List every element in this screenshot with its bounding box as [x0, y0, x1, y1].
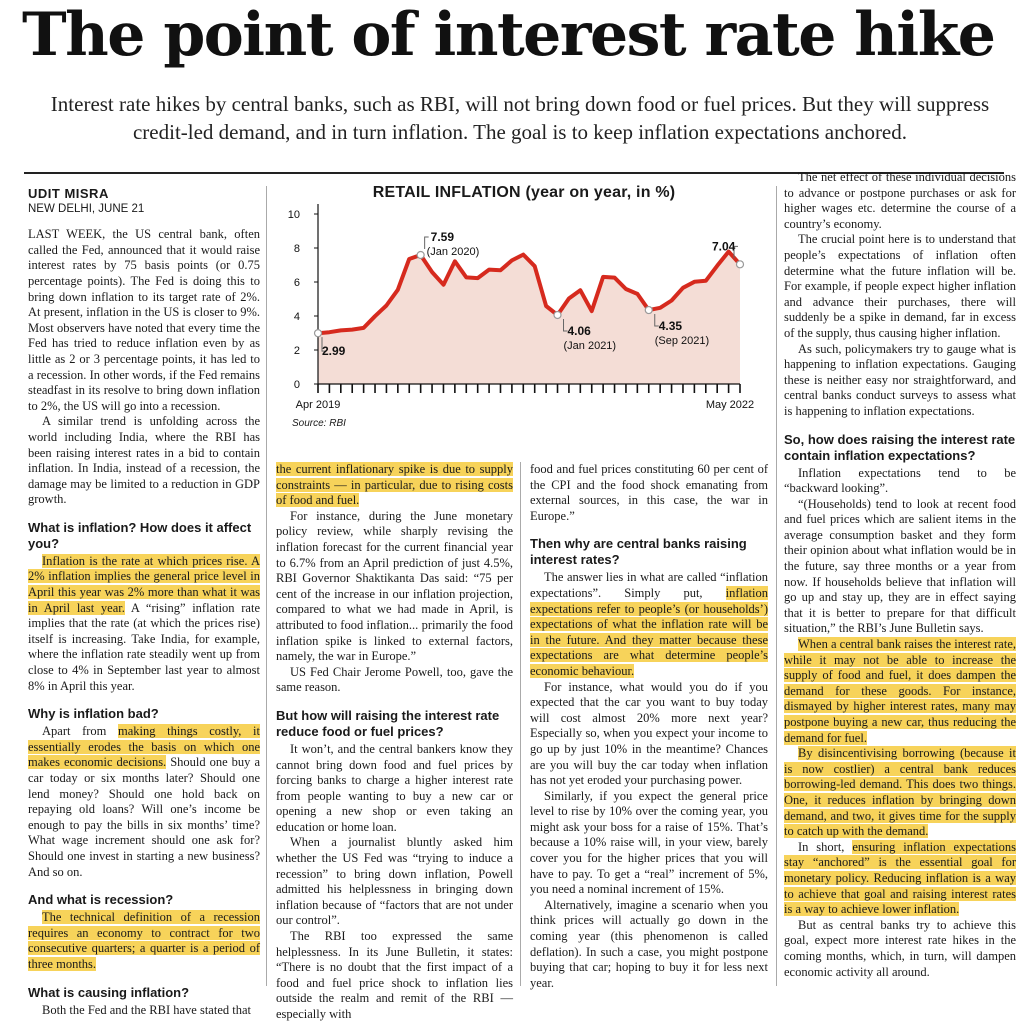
annotation-marker [644, 305, 653, 315]
subheading: So, how does raising the interest rate c… [784, 431, 1016, 463]
x-end-label: May 2022 [706, 399, 754, 411]
annotation-marker [553, 310, 562, 320]
subheading: And what is recession? [28, 892, 174, 908]
paragraph: Alternatively, imagine a scenario when y… [530, 897, 768, 990]
column-1: UDIT MISRA NEW DELHI, JUNE 21 LAST WEEK,… [28, 186, 260, 1018]
annotation-bracket [654, 314, 659, 327]
annotation-bracket [563, 318, 568, 332]
annotation-value: 4.06 [568, 324, 592, 338]
highlight: the current inflationary spike is due to… [276, 462, 513, 508]
headline: The point of interest rate hike [22, 0, 996, 70]
paragraph: LAST WEEK, the US central bank, often ca… [28, 227, 260, 413]
annotation-date: (Jan 2021) [564, 340, 617, 352]
text-run: Should one buy a car today or six months… [28, 755, 260, 879]
series-line [317, 249, 742, 336]
paragraph: The net effect of these individual decis… [784, 170, 1016, 231]
paragraph: The technical definition of a recession … [28, 910, 260, 972]
paragraph: “(Households) tend to look at recent foo… [784, 496, 1016, 636]
y-tick-label: 10 [288, 209, 300, 221]
paragraph: Apart from making things costly, it esse… [28, 724, 260, 880]
paragraph: Both the Fed and the RBI have stated tha… [42, 1002, 251, 1017]
paragraph: The crucial point here is to understand … [784, 232, 1016, 340]
annotation-marker [313, 329, 323, 338]
y-tick-label: 0 [294, 379, 300, 391]
y-tick-label: 2 [294, 345, 300, 357]
annotation-value: 2.99 [322, 344, 346, 358]
paragraph: A similar trend is unfolding across the … [28, 414, 260, 507]
text-run: A “rising” inflation rate implies that t… [28, 600, 260, 693]
subheading: What is causing inflation? [28, 984, 190, 1000]
paragraph: the current inflationary spike is due to… [276, 462, 513, 509]
paragraph: US Fed Chair Jerome Powell, too, gave th… [276, 664, 513, 695]
paragraph: As such, policymakers try to gauge what … [784, 341, 1016, 418]
annotation-bracket [321, 337, 326, 352]
paragraph: By disincentivising borrowing (because i… [784, 746, 1016, 840]
subheading: Then why are central banks raising inter… [530, 536, 747, 568]
byline-place: NEW DELHI, JUNE 21 [28, 202, 145, 215]
subheading: Why is inflation bad? [28, 706, 159, 722]
paragraph: For instance, during the June monetary p… [276, 508, 513, 664]
paragraph: food and fuel prices constituting 60 per… [530, 462, 768, 523]
annotation-marker [735, 260, 745, 269]
paragraph: When a journalist bluntly asked him whet… [276, 835, 513, 928]
annotation-value: 7.04 [712, 239, 736, 253]
y-tick-label: 8 [294, 243, 300, 255]
text-run: Apart from [42, 724, 118, 739]
annotation-date: (Sep 2021) [655, 335, 709, 347]
highlight: The technical definition of a recession … [28, 910, 260, 971]
byline-name: UDIT MISRA [28, 186, 109, 201]
deck: Interest rate hikes by central banks, su… [50, 92, 990, 144]
column-4: The net effect of these individual decis… [784, 170, 1016, 980]
chart-title: RETAIL INFLATION (year on year, in %) [372, 184, 676, 201]
annotation-bracket [424, 236, 429, 249]
paragraph: But as central banks try to achieve this… [784, 917, 1016, 979]
highlight: When a central bank raises the interest … [784, 637, 1016, 745]
text-run: The answer lies in what are called “infl… [530, 570, 768, 600]
paragraph: Inflation is the rate at which prices ri… [28, 553, 260, 694]
top-rule [24, 172, 1004, 174]
paragraph: When a central bank raises the interest … [784, 637, 1016, 746]
paragraph: The answer lies in what are called “infl… [530, 570, 768, 679]
annotation-marker [416, 250, 425, 260]
subheading: What is inflation? How does it affect yo… [28, 519, 252, 551]
y-tick-label: 6 [294, 277, 300, 289]
annotation-value: 4.35 [659, 319, 683, 333]
chart-source: Source: RBI [292, 418, 346, 429]
paragraph: Inflation expectations tend to be “backw… [784, 465, 1016, 496]
paragraph: For instance, what would you do if you e… [530, 679, 768, 788]
column-divider [266, 186, 267, 986]
y-tick-label: 4 [294, 311, 300, 323]
text-run: In short, [798, 839, 853, 854]
chart-plot: 0 2 4 6 8 10 Apr 2019 May 2022 2.99 7.59 (Jan 2020… [288, 204, 754, 411]
paragraph: The RBI too expressed the same helplessn… [276, 929, 513, 1021]
column-3: food and fuel prices constituting 60 per… [530, 462, 768, 991]
annotation-bracket [733, 245, 738, 259]
column-divider [776, 186, 777, 986]
annotation-value: 7.59 [431, 230, 455, 244]
column-2: the current inflationary spike is due to… [276, 462, 513, 1023]
paragraph: In short, ensuring inflation expectation… [784, 839, 1016, 918]
chart-area-fill [318, 251, 740, 384]
subheading: But how will raising the interest rate r… [276, 707, 500, 739]
column-divider [520, 462, 521, 986]
inflation-chart: RETAIL INFLATION (year on year, in %) 0 2… [270, 178, 778, 448]
annotation-date: (Jan 2020) [427, 246, 480, 258]
paragraph: Similarly, if you expect the general pri… [530, 788, 768, 897]
x-start-label: Apr 2019 [296, 399, 341, 411]
paragraph: It won’t, and the central bankers know t… [276, 741, 513, 834]
highlight: By disincentivising borrowing (because i… [784, 746, 1016, 839]
